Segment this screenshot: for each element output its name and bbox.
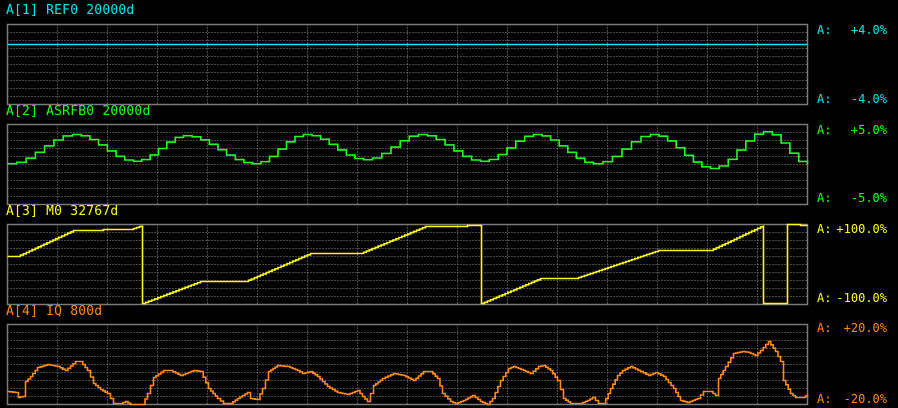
scale-prefix: A:	[817, 92, 832, 106]
scale-prefix: A:	[817, 321, 832, 335]
scale-value: +4.0%	[850, 23, 887, 37]
scale-value: -20.0%	[843, 392, 887, 406]
scale-prefix: A:	[817, 23, 832, 37]
panel-border	[6, 223, 809, 306]
channel-1-title: A[1] REF0 20000d	[6, 3, 135, 18]
channel-4-trace	[7, 340, 809, 406]
channel-2-scale-max: A: +5.0%	[817, 124, 887, 137]
channel-4-scale-max: A: +20.0%	[817, 322, 887, 335]
channel-3-scale-min: A: -100.0%	[817, 292, 887, 305]
scale-value: +100.0%	[836, 222, 887, 236]
channel-1-scale-min: A: -4.0%	[817, 93, 887, 106]
channel-2-trace	[7, 130, 809, 170]
channel-1-scale-max: A: +4.0%	[817, 24, 887, 37]
channel-4-title: A[4] IQ 800d	[6, 304, 103, 319]
scale-prefix: A:	[817, 123, 832, 137]
scale-prefix: A:	[817, 392, 832, 406]
scale-value: -4.0%	[850, 92, 887, 106]
scale-value: -5.0%	[850, 191, 887, 205]
scale-value: +5.0%	[850, 123, 887, 137]
panel-border	[6, 23, 809, 106]
scale-prefix: A:	[817, 291, 832, 305]
scale-prefix: A:	[817, 222, 832, 236]
channel-2-title: A[2] ASRFB0 20000d	[6, 104, 151, 119]
panel-border	[6, 323, 809, 406]
scale-prefix: A:	[817, 191, 832, 205]
channel-3-trace	[7, 223, 808, 305]
channel-3-title: A[3] M0 32767d	[6, 204, 119, 219]
channel-4-scale-min: A: -20.0%	[817, 393, 887, 406]
scale-value: -100.0%	[836, 291, 887, 305]
scale-value: +20.0%	[843, 321, 887, 335]
channel-3-scale-max: A: +100.0%	[817, 223, 887, 236]
channel-2-scale-min: A: -5.0%	[817, 192, 887, 205]
